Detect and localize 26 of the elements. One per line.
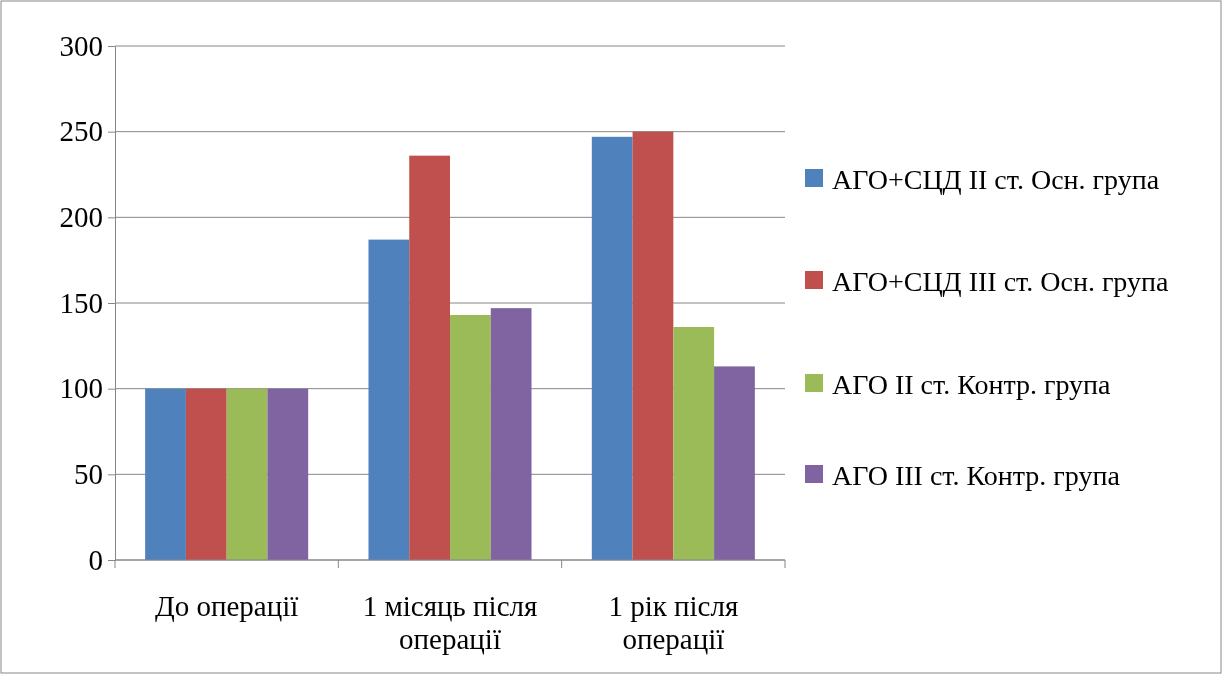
bar — [185, 388, 227, 560]
y-tick-label: 200 — [59, 201, 103, 234]
bar — [714, 366, 755, 560]
y-tick-label: 100 — [59, 372, 103, 405]
bar — [632, 131, 674, 560]
bar — [490, 308, 532, 560]
legend-label: АГО+СЦД ІІІ ст. Осн. група — [832, 266, 1169, 297]
y-tick-label: 150 — [59, 286, 103, 319]
x-tick-label: 1 рік після операції — [608, 590, 739, 656]
bar — [673, 326, 715, 560]
y-tick-label: 50 — [74, 458, 103, 491]
bar — [145, 388, 186, 560]
x-tick-label: До операції — [154, 590, 299, 622]
bar — [450, 314, 491, 560]
bar — [368, 239, 410, 560]
y-tick-label: 250 — [59, 115, 103, 148]
bar — [591, 136, 633, 560]
bar — [409, 155, 450, 560]
legend-label: АГО ІІІ ст. Контр. група — [832, 460, 1121, 491]
bar — [226, 388, 268, 560]
bar — [267, 388, 309, 560]
y-tick-label: 300 — [59, 29, 103, 62]
x-tick-label: 1 місяць після операції — [362, 590, 538, 656]
legend-label: АГО+СЦД ІІ ст. Осн. група — [832, 164, 1160, 195]
legend-label: АГО ІІ ст. Контр. група — [832, 369, 1112, 400]
y-tick-label: 0 — [88, 543, 103, 576]
